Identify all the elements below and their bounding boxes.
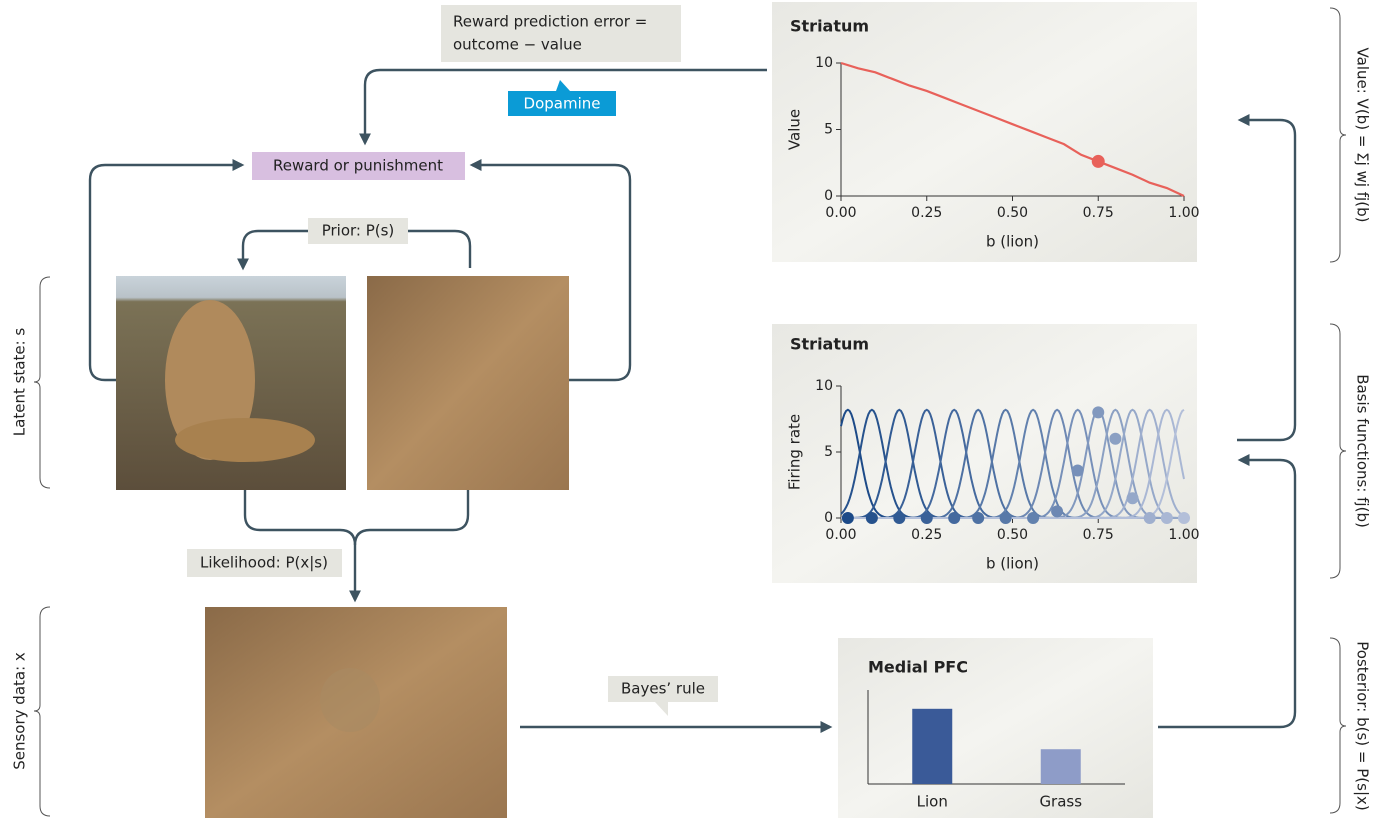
brace	[34, 277, 50, 488]
firing-point	[948, 512, 960, 524]
firing-point	[1000, 512, 1012, 524]
bar	[1041, 749, 1081, 784]
hidden-lion	[320, 668, 380, 732]
x-tick-label: 0.75	[1083, 527, 1114, 543]
prior-label: Prior: P(s)	[322, 222, 395, 240]
x-tick-label: Lion	[917, 793, 948, 811]
grass-photo	[367, 276, 569, 490]
side-label: Value: V(b) = Σj wj fj(b)	[1354, 48, 1372, 223]
firing-point	[1027, 512, 1039, 524]
arrow	[408, 231, 470, 268]
chart-title: Striatum	[790, 335, 869, 354]
rpe-label: outcome − value	[453, 36, 582, 54]
y-axis-label: Value	[786, 109, 804, 150]
chart-title: Striatum	[790, 17, 869, 36]
bar	[912, 709, 952, 784]
side-label: Sensory data: x	[11, 652, 29, 770]
reward-label: Reward or punishment	[273, 157, 443, 175]
firing-point	[1144, 512, 1156, 524]
firing-point	[1161, 512, 1173, 524]
arrow	[245, 490, 355, 545]
x-tick-label: Grass	[1039, 793, 1082, 811]
y-tick-label: 5	[824, 122, 833, 138]
bayes-label: Bayes’ rule	[621, 680, 705, 698]
x-tick-label: 0.50	[997, 205, 1028, 221]
firing-point	[921, 512, 933, 524]
lion-shape	[175, 418, 315, 462]
callout-tail	[556, 80, 570, 91]
chart-title: Medial PFC	[868, 658, 968, 677]
brace	[34, 607, 50, 816]
x-axis-label: b (lion)	[986, 555, 1039, 573]
arrow	[355, 490, 468, 600]
firing-point	[842, 512, 854, 524]
firing-point	[972, 512, 984, 524]
brace	[1330, 638, 1346, 813]
arrow	[243, 231, 308, 268]
x-tick-label: 0.00	[825, 205, 856, 221]
firing-point	[1127, 492, 1139, 504]
y-tick-label: 10	[815, 378, 833, 394]
side-label: Basis functions: fj(b)	[1354, 374, 1372, 528]
dopamine-label: Dopamine	[524, 95, 601, 113]
firing-point	[1072, 464, 1084, 476]
brace	[1330, 324, 1346, 578]
rpe-label: Reward prediction error =	[453, 13, 647, 31]
x-tick-label: 0.00	[825, 527, 856, 543]
panel	[772, 2, 1197, 262]
y-tick-label: 0	[824, 188, 833, 204]
side-label: Posterior: b(s) = P(s|x)	[1354, 641, 1372, 811]
firing-point	[1178, 512, 1190, 524]
panel	[772, 324, 1197, 583]
firing-point	[1051, 505, 1063, 517]
x-tick-label: 1.00	[1168, 205, 1199, 221]
firing-point	[893, 512, 905, 524]
y-tick-label: 5	[824, 444, 833, 460]
x-tick-label: 0.75	[1083, 205, 1114, 221]
callout-tail	[655, 702, 668, 716]
arrow	[1237, 120, 1295, 440]
y-tick-label: 10	[815, 55, 833, 71]
x-tick-label: 0.25	[911, 205, 942, 221]
x-tick-label: 1.00	[1168, 527, 1199, 543]
x-tick-label: 0.50	[997, 527, 1028, 543]
y-axis-label: Firing rate	[786, 414, 804, 490]
firing-point	[1092, 406, 1104, 418]
y-tick-label: 0	[824, 510, 833, 526]
x-axis-label: b (lion)	[986, 233, 1039, 251]
likelihood-label: Likelihood: P(x|s)	[200, 554, 328, 572]
firing-point	[1109, 433, 1121, 445]
brace	[1330, 8, 1346, 262]
x-tick-label: 0.25	[911, 527, 942, 543]
firing-point	[866, 512, 878, 524]
side-label: Latent state: s	[11, 328, 29, 437]
diagram: Reward prediction error = outcome − valu…	[0, 0, 1381, 818]
highlight-point	[1092, 155, 1105, 168]
